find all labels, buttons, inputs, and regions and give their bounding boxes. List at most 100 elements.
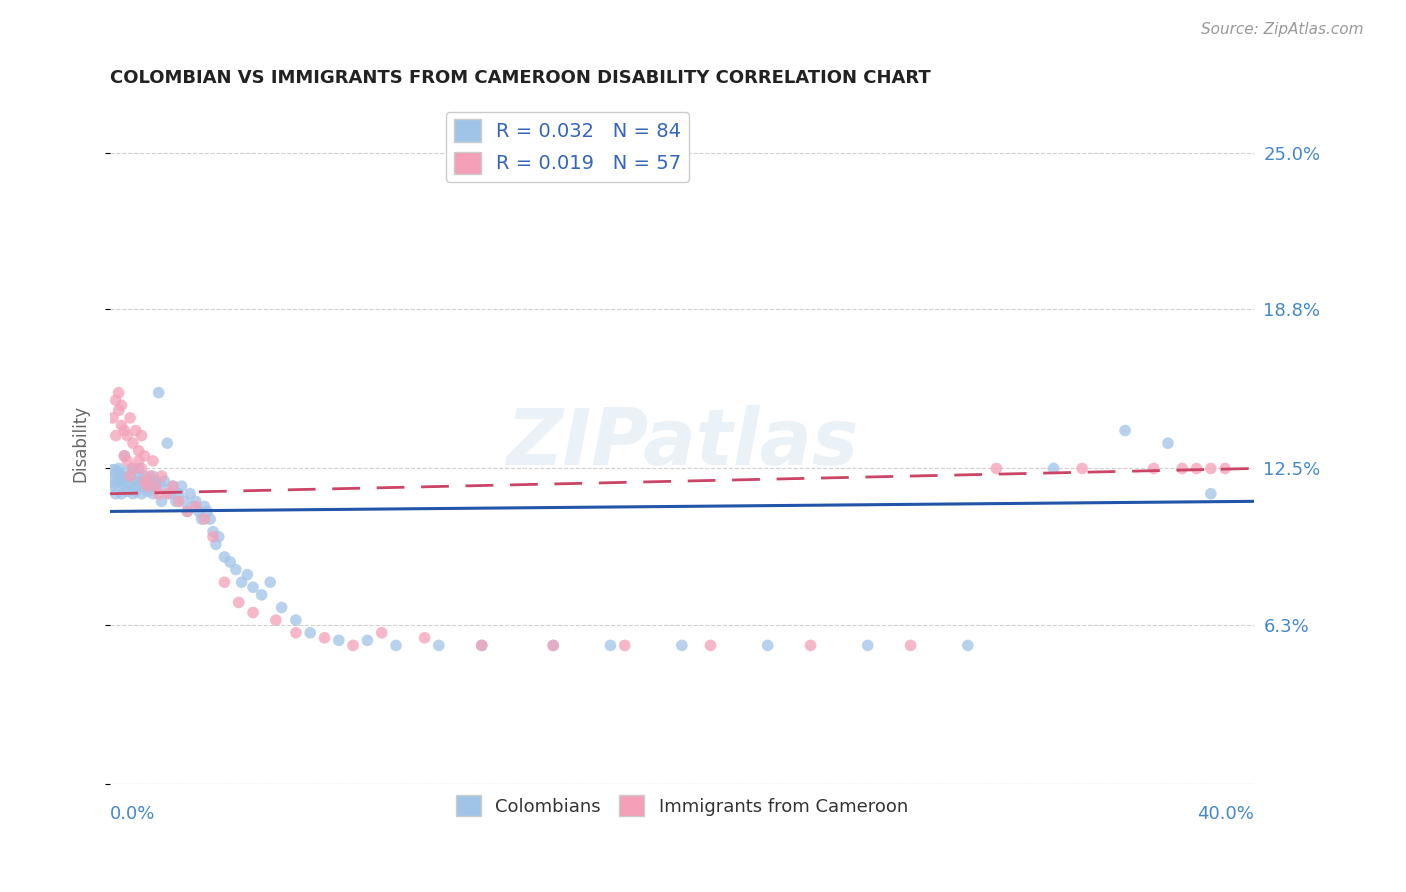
Point <box>219 555 242 569</box>
Point <box>104 467 127 481</box>
Point <box>284 613 307 627</box>
Point <box>1199 487 1222 501</box>
Point <box>156 436 179 450</box>
Point <box>122 461 145 475</box>
Point <box>150 494 173 508</box>
Point <box>176 504 198 518</box>
Point <box>236 567 259 582</box>
Point <box>145 479 167 493</box>
Point <box>148 487 170 501</box>
Text: Source: ZipAtlas.com: Source: ZipAtlas.com <box>1201 22 1364 37</box>
Point <box>242 606 264 620</box>
Point <box>156 487 179 501</box>
Point <box>173 494 195 508</box>
Point <box>122 436 145 450</box>
Point <box>145 479 167 493</box>
Point <box>231 575 253 590</box>
Point <box>187 504 209 518</box>
Point <box>136 484 159 499</box>
Point <box>112 449 135 463</box>
Point <box>142 454 165 468</box>
Point <box>150 479 173 493</box>
Point <box>242 580 264 594</box>
Point <box>134 449 156 463</box>
Point <box>284 625 307 640</box>
Point <box>1199 461 1222 475</box>
Point <box>259 575 281 590</box>
Point <box>131 474 153 488</box>
Point <box>1171 461 1194 475</box>
Point <box>264 613 287 627</box>
Text: 0.0%: 0.0% <box>110 805 156 823</box>
Point <box>110 398 132 412</box>
Point <box>120 469 142 483</box>
Point <box>225 563 247 577</box>
Point <box>110 469 132 483</box>
Point <box>110 418 132 433</box>
Point <box>170 479 193 493</box>
Point <box>131 461 153 475</box>
Point <box>139 479 162 493</box>
Point <box>136 476 159 491</box>
Point <box>101 479 124 493</box>
Point <box>250 588 273 602</box>
Point <box>956 639 979 653</box>
Point <box>131 487 153 501</box>
Point <box>1071 461 1094 475</box>
Point <box>112 424 135 438</box>
Point <box>107 474 129 488</box>
Point <box>176 504 198 518</box>
Point <box>101 469 124 483</box>
Point <box>167 487 190 501</box>
Point <box>134 474 156 488</box>
Point <box>756 639 779 653</box>
Point <box>142 469 165 483</box>
Point <box>201 524 224 539</box>
Point <box>208 530 231 544</box>
Text: ZIPatlas: ZIPatlas <box>506 405 858 481</box>
Point <box>299 625 322 640</box>
Point <box>427 639 450 653</box>
Point <box>122 461 145 475</box>
Point <box>115 428 138 442</box>
Point <box>122 479 145 493</box>
Point <box>122 487 145 501</box>
Point <box>165 494 187 508</box>
Point <box>900 639 922 653</box>
Point <box>115 484 138 499</box>
Point <box>120 469 142 483</box>
Point <box>599 639 621 653</box>
Point <box>699 639 721 653</box>
Point <box>110 476 132 491</box>
Point <box>115 454 138 468</box>
Point <box>128 443 150 458</box>
Point <box>314 631 336 645</box>
Point <box>142 487 165 501</box>
Point <box>153 474 176 488</box>
Point <box>125 484 148 499</box>
Point <box>370 625 392 640</box>
Point <box>104 487 127 501</box>
Point <box>471 639 494 653</box>
Point <box>1185 461 1208 475</box>
Point <box>128 479 150 493</box>
Point <box>184 500 207 514</box>
Point <box>800 639 823 653</box>
Y-axis label: Disability: Disability <box>72 405 89 482</box>
Point <box>167 494 190 508</box>
Point <box>125 424 148 438</box>
Point <box>541 639 564 653</box>
Point <box>270 600 292 615</box>
Point <box>136 479 159 493</box>
Point <box>145 474 167 488</box>
Point <box>181 500 204 514</box>
Point <box>134 469 156 483</box>
Point <box>184 494 207 508</box>
Point <box>120 476 142 491</box>
Point <box>986 461 1008 475</box>
Point <box>110 487 132 501</box>
Point <box>148 385 170 400</box>
Point <box>471 639 494 653</box>
Point <box>150 469 173 483</box>
Point <box>328 633 350 648</box>
